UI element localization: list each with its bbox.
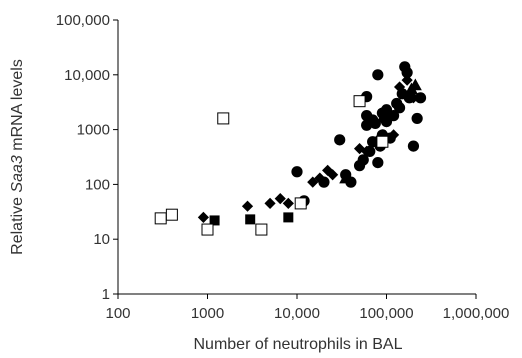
data-point-open-square (154, 212, 167, 225)
x-tick-label: 10,000 (274, 305, 320, 322)
data-point-circle (291, 166, 303, 178)
data-point-circle (414, 92, 427, 104)
data-point-open-square (201, 223, 214, 236)
x-tick-label: 100 (105, 305, 130, 322)
y-tick-label: 100 (85, 176, 110, 193)
data-point-circle (367, 114, 379, 126)
data-point-diamond (274, 193, 286, 205)
data-point-open-square (165, 208, 178, 221)
data-point-diamond (307, 176, 319, 188)
y-tick-label: 1000 (77, 122, 110, 139)
data-point-open-square (217, 112, 230, 125)
data-point-diamond (353, 143, 366, 155)
x-axis-ticks: 100 1000 10,000 100,000 1,000,000 (105, 294, 509, 322)
data-point-diamond (322, 164, 334, 177)
data-point-circle (372, 156, 384, 169)
data-point-diamond (197, 211, 210, 223)
y-axis-title-part-3: mRNA levels (9, 59, 26, 155)
data-point-triangle (408, 78, 422, 91)
data-point-diamond (282, 197, 294, 210)
data-point-diamond (407, 92, 420, 104)
data-point-diamond (241, 200, 254, 212)
y-tick-label: 10,000 (64, 67, 110, 84)
data-points (154, 61, 427, 236)
data-point-square (245, 214, 256, 225)
data-point-diamond (401, 74, 413, 86)
y-tick-label: 1 (102, 286, 110, 303)
data-point-diamond (387, 129, 400, 141)
y-axis-ticks: 1 10 100 1000 10,000 100,000 (56, 12, 118, 303)
data-point-diamond (264, 197, 276, 210)
data-point-circle (334, 134, 346, 146)
x-tick-label: 1000 (191, 305, 224, 322)
data-point-diamond (393, 81, 406, 93)
x-tick-label: 100,000 (359, 305, 413, 322)
y-tick-label: 10 (93, 231, 110, 248)
data-point-square (209, 215, 220, 226)
data-point-open-square (255, 223, 268, 236)
data-point-circle (411, 112, 423, 125)
data-point-circle (407, 140, 420, 152)
x-axis-title: Number of neutrophils in BAL (194, 336, 403, 353)
data-point-square (283, 212, 294, 223)
data-point-open-square (294, 197, 307, 210)
data-point-circle (372, 69, 384, 81)
data-point-circle (401, 66, 413, 79)
data-point-open-square (353, 95, 366, 108)
data-point-circle (393, 102, 406, 114)
y-axis-title-part-1: Relative (9, 193, 26, 255)
y-axis-title-gene: Saa3 (9, 155, 26, 192)
data-point-circle (357, 154, 369, 166)
data-point-circle (380, 115, 393, 128)
y-axis-title: Relative Saa3 mRNA levels (9, 59, 26, 255)
data-point-diamond (327, 169, 339, 181)
y-tick-label: 100,000 (56, 12, 110, 29)
data-point-triangle (339, 171, 353, 184)
data-point-open-square (376, 135, 389, 148)
data-point-diamond (314, 172, 326, 184)
x-tick-label: 1,000,000 (443, 305, 510, 322)
